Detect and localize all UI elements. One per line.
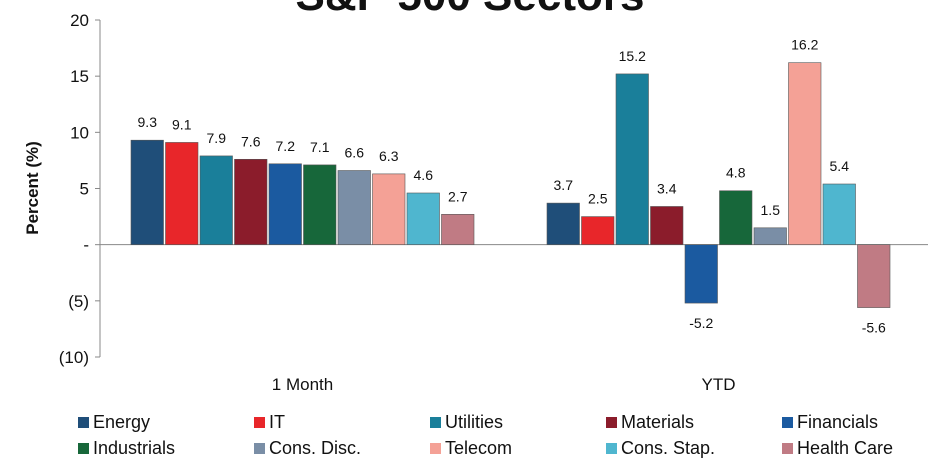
legend-label: IT [269, 411, 285, 432]
chart-title: S&P 500 Sectors [296, 0, 645, 20]
data-label: 7.2 [276, 138, 296, 154]
legend-swatch [782, 416, 793, 428]
y-tick-label: 15 [70, 67, 89, 86]
bar-financials-ytd [684, 244, 718, 304]
bar-it-1-month [165, 142, 199, 245]
data-labels-group: 9.3 9.1 7.9 7.6 7.2 7.1 6.6 6.3 4.6 2.7 3.7 2.5 15.2… [138, 37, 887, 336]
bar-health-care-ytd [857, 244, 891, 308]
bar-cons-disc--ytd [753, 227, 787, 245]
data-label: 7.9 [207, 130, 227, 146]
data-label: 1.5 [761, 202, 781, 218]
legend-item: Utilities [430, 410, 606, 434]
legend-item: Materials [606, 410, 782, 434]
data-label: 15.2 [619, 48, 646, 64]
legend-swatch [606, 442, 617, 454]
bar-industrials-1-month [303, 164, 337, 245]
bar-cons-disc--1-month [337, 170, 371, 245]
bar-telecom-1-month [372, 173, 406, 245]
y-tick-label: - [83, 236, 89, 255]
bar-industrials-ytd [719, 190, 753, 245]
data-label: 7.1 [310, 139, 330, 155]
y-tick-label: 10 [70, 123, 89, 142]
legend-label: Telecom [445, 437, 513, 458]
x-category-label: YTD [702, 375, 736, 394]
data-label: 9.1 [172, 116, 192, 132]
legend-label: Energy [93, 411, 151, 432]
y-tick-label: (10) [59, 348, 89, 367]
bar-utilities-1-month [199, 155, 233, 245]
bar-telecom-ytd [788, 62, 822, 245]
legend-swatch [782, 442, 793, 454]
data-label: -5.6 [862, 320, 886, 336]
data-label: 6.3 [379, 148, 399, 164]
legend-swatch [254, 442, 265, 454]
legend-swatch [430, 442, 441, 454]
data-label: 7.6 [241, 133, 261, 149]
data-label: 9.3 [138, 114, 158, 130]
legend-swatch [78, 442, 89, 454]
legend-item: Cons. Stap. [606, 436, 782, 460]
y-tick-label: (5) [68, 292, 89, 311]
bars-group [130, 62, 891, 308]
legend-label: Industrials [93, 437, 176, 458]
legend-label: Materials [621, 411, 695, 432]
bar-cons-stap--ytd [822, 183, 856, 245]
data-label: 4.6 [414, 167, 434, 183]
bar-financials-1-month [268, 163, 302, 245]
data-label: 3.4 [657, 180, 677, 196]
legend-item: IT [254, 410, 430, 434]
data-label: 3.7 [554, 177, 574, 193]
data-label: -5.2 [689, 315, 713, 331]
bar-energy-1-month [130, 139, 164, 245]
legend-label: Financials [797, 411, 879, 432]
legend-label: Utilities [445, 411, 504, 432]
y-axis-label: Percent (%) [23, 141, 42, 235]
bar-energy-ytd [546, 202, 580, 245]
bar-health-care-1-month [441, 214, 475, 245]
legend-item: Telecom [430, 436, 606, 460]
legend-label: Health Care [797, 437, 894, 458]
legend-item: Financials [782, 410, 932, 434]
legend-swatch [78, 416, 89, 428]
legend-swatch [430, 416, 441, 428]
data-label: 4.8 [726, 165, 746, 181]
x-category-label: 1 Month [272, 375, 333, 394]
bar-materials-1-month [234, 158, 268, 245]
bar-utilities-ytd [615, 73, 649, 245]
legend: Energy IT Utilities Materials Financials Indu… [78, 410, 928, 460]
data-label: 6.6 [345, 145, 365, 161]
data-label: 5.4 [830, 158, 850, 174]
bar-materials-ytd [650, 206, 684, 245]
bar-it-ytd [581, 216, 615, 245]
legend-item: Health Care [782, 436, 932, 460]
legend-swatch [606, 416, 617, 428]
legend-item: Industrials [78, 436, 254, 460]
legend-swatch [254, 416, 265, 428]
legend-item: Energy [78, 410, 254, 434]
y-tick-label: 5 [80, 180, 89, 199]
legend-item: Cons. Disc. [254, 436, 430, 460]
legend-label: Cons. Stap. [621, 437, 716, 458]
data-label: 2.5 [588, 191, 608, 207]
bar-cons-stap--1-month [406, 192, 440, 245]
legend-label: Cons. Disc. [269, 437, 362, 458]
data-label: 2.7 [448, 188, 468, 204]
y-tick-label: 20 [70, 11, 89, 30]
data-label: 16.2 [791, 37, 818, 53]
